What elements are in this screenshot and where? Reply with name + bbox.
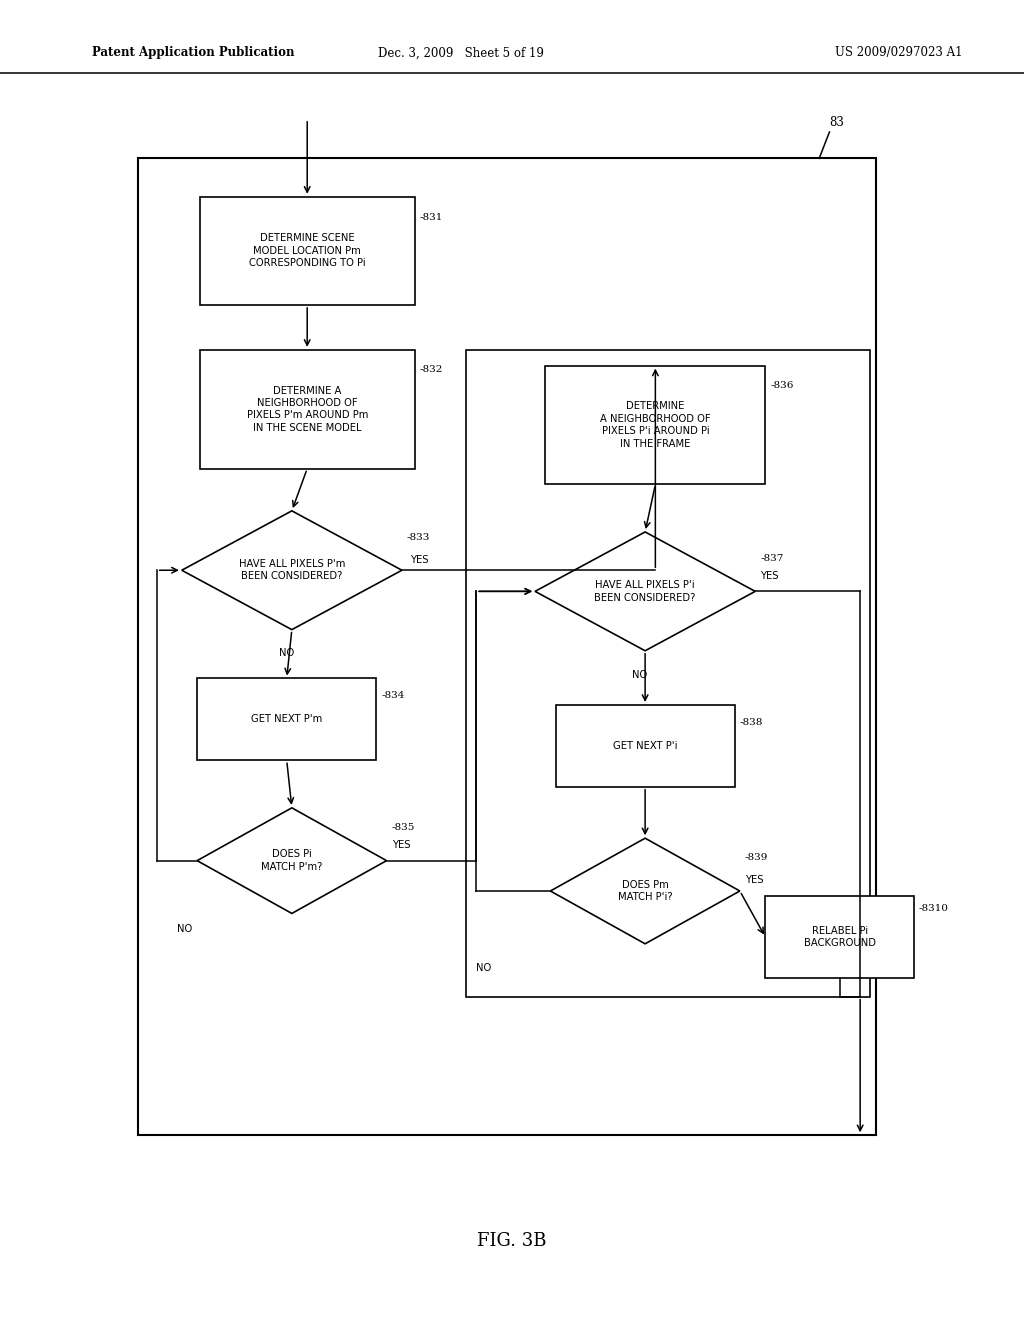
FancyBboxPatch shape	[200, 350, 415, 469]
Text: DETERMINE SCENE
MODEL LOCATION Pm
CORRESPONDING TO Pi: DETERMINE SCENE MODEL LOCATION Pm CORRES…	[249, 234, 366, 268]
Text: -839: -839	[745, 854, 768, 862]
Text: Patent Application Publication: Patent Application Publication	[92, 46, 295, 59]
FancyBboxPatch shape	[198, 678, 377, 760]
Text: YES: YES	[410, 554, 429, 565]
Text: -833: -833	[407, 533, 430, 541]
Text: US 2009/0297023 A1: US 2009/0297023 A1	[835, 46, 963, 59]
Text: HAVE ALL PIXELS P'm
BEEN CONSIDERED?: HAVE ALL PIXELS P'm BEEN CONSIDERED?	[239, 560, 345, 581]
Text: -8310: -8310	[920, 904, 949, 912]
FancyBboxPatch shape	[138, 158, 876, 1135]
Text: DOES Pm
MATCH P'i?: DOES Pm MATCH P'i?	[617, 880, 673, 902]
Text: NO: NO	[177, 924, 191, 935]
Text: DOES Pi
MATCH P'm?: DOES Pi MATCH P'm?	[261, 850, 323, 871]
Text: -836: -836	[771, 381, 794, 389]
Text: HAVE ALL PIXELS P'i
BEEN CONSIDERED?: HAVE ALL PIXELS P'i BEEN CONSIDERED?	[595, 581, 695, 602]
Text: 83: 83	[829, 116, 845, 129]
Text: -831: -831	[420, 214, 443, 222]
Text: FIG. 3B: FIG. 3B	[477, 1232, 547, 1250]
FancyBboxPatch shape	[765, 896, 913, 978]
FancyBboxPatch shape	[545, 366, 765, 484]
Text: -835: -835	[391, 824, 415, 832]
Polygon shape	[551, 838, 739, 944]
Text: -832: -832	[420, 366, 443, 374]
Text: NO: NO	[633, 669, 647, 680]
Polygon shape	[182, 511, 401, 630]
Text: GET NEXT P'i: GET NEXT P'i	[613, 741, 677, 751]
Text: DETERMINE
A NEIGHBORHOOD OF
PIXELS P'i AROUND Pi
IN THE FRAME: DETERMINE A NEIGHBORHOOD OF PIXELS P'i A…	[600, 401, 711, 449]
Polygon shape	[197, 808, 386, 913]
Text: YES: YES	[745, 875, 764, 886]
Text: DETERMINE A
NEIGHBORHOOD OF
PIXELS P'm AROUND Pm
IN THE SCENE MODEL: DETERMINE A NEIGHBORHOOD OF PIXELS P'm A…	[247, 385, 368, 433]
Text: GET NEXT P'm: GET NEXT P'm	[251, 714, 323, 725]
Text: NO: NO	[476, 962, 492, 973]
FancyBboxPatch shape	[466, 350, 870, 997]
Text: -838: -838	[739, 718, 763, 726]
Text: -837: -837	[760, 554, 783, 562]
Text: YES: YES	[760, 570, 779, 581]
Text: Dec. 3, 2009   Sheet 5 of 19: Dec. 3, 2009 Sheet 5 of 19	[378, 46, 544, 59]
FancyBboxPatch shape	[555, 705, 735, 787]
Text: RELABEL Pi
BACKGROUND: RELABEL Pi BACKGROUND	[804, 927, 876, 948]
Text: YES: YES	[391, 840, 411, 850]
Text: NO: NO	[280, 648, 294, 659]
FancyBboxPatch shape	[200, 197, 415, 305]
Polygon shape	[535, 532, 756, 651]
Text: -834: -834	[382, 692, 404, 700]
